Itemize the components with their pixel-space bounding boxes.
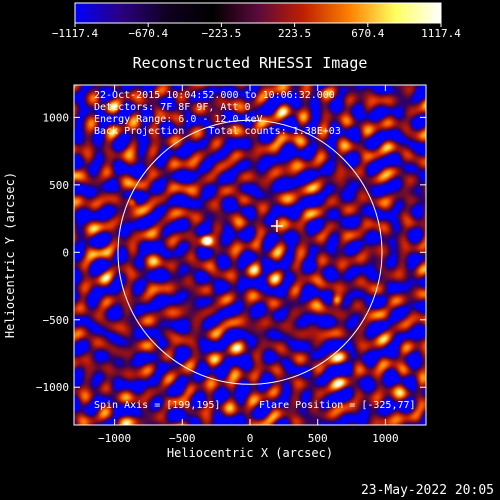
- annotation-time-range: 22-Oct-2015 10:04:52.000 to 10:06:32.000: [94, 90, 335, 101]
- colorbar-tick-label: −670.4: [128, 27, 168, 40]
- colorbar-tick-label: −1117.4: [52, 27, 99, 40]
- y-tick-label: 500: [49, 179, 69, 192]
- y-axis-title: Heliocentric Y (arcsec): [3, 172, 17, 338]
- chart-title: Reconstructed RHESSI Image: [133, 54, 368, 72]
- annotation-detectors: Detectors: 7F 8F 9F, Att 0: [94, 102, 251, 113]
- annotation-spin-axis: Spin Axis = [199,195]: [94, 400, 220, 411]
- flare-position-marker: [270, 219, 283, 232]
- y-tick-label: −500: [43, 314, 70, 327]
- annotation-method-counts: Back Projection Total counts: 1.38E+03: [94, 126, 341, 137]
- y-tick-label: −1000: [36, 381, 69, 394]
- axis-ticks: −1000 −500 0 500 1000 −1000 −500 0 500 1000: [36, 85, 426, 445]
- annotation-flare-position: Flare Position = [-325,77]: [259, 400, 416, 411]
- plot-area: −1000 −500 0 500 1000 −1000 −500 0 500 1000: [36, 84, 427, 445]
- colorbar-gradient: [74, 2, 442, 24]
- x-tick-label: 0: [247, 432, 254, 445]
- y-tick-label: 1000: [43, 111, 70, 124]
- colorbar-tick-label: 223.5: [278, 27, 311, 40]
- colorbar-tick-label: 670.4: [351, 27, 384, 40]
- colorbar-tick-label: 1117.4: [421, 27, 461, 40]
- render-timestamp: 23-May-2022 20:05: [361, 483, 494, 498]
- heatmap-image: [74, 85, 426, 425]
- x-axis-title: Heliocentric X (arcsec): [167, 446, 333, 460]
- x-tick-label: 500: [308, 432, 328, 445]
- colorbar-ticks: −1117.4 −670.4 −223.5 223.5 670.4 1117.4: [52, 23, 461, 40]
- x-tick-label: 1000: [372, 432, 399, 445]
- annotations: 22-Oct-2015 10:04:52.000 to 10:06:32.000…: [94, 90, 416, 411]
- annotation-energy-range: Energy Range: 6.0 - 12.0 keV: [94, 114, 263, 125]
- colorbar: −1117.4 −670.4 −223.5 223.5 670.4 1117.4: [52, 2, 461, 40]
- x-tick-label: −1000: [98, 432, 131, 445]
- colorbar-tick-label: −223.5: [202, 27, 242, 40]
- solar-limb-circle: [117, 119, 383, 385]
- y-tick-label: 0: [62, 246, 69, 259]
- x-tick-label: −500: [169, 432, 196, 445]
